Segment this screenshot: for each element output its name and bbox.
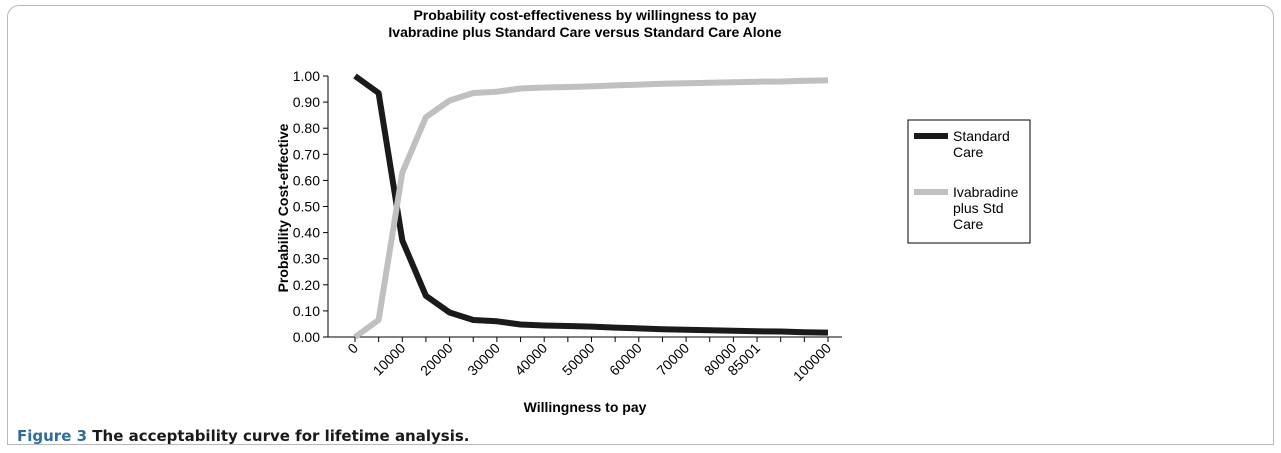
figure-caption-text: The acceptability curve for lifetime ana… [92, 427, 470, 445]
figure-frame [7, 5, 1274, 445]
chart-title-line: Ivabradine plus Standard Care versus Sta… [388, 24, 781, 40]
series-line-standard-care [353, 73, 829, 336]
y-tick-label: 0.10 [293, 303, 320, 319]
y-tick-label: 0.70 [293, 146, 320, 162]
x-tick-label: 20000 [417, 340, 456, 379]
x-tick-label: 0 [344, 340, 361, 357]
x-axis-title: Willingness to pay [524, 399, 647, 415]
x-tick-label: 70000 [653, 340, 692, 379]
legend-label-standard-care: Care [953, 144, 984, 160]
legend-label-standard-care: Standard [953, 128, 1010, 144]
y-tick-label: 0.80 [293, 120, 320, 136]
x-tick-label: 60000 [606, 340, 645, 379]
y-tick-label: 0.40 [293, 225, 320, 241]
x-tick-label: 100000 [790, 340, 834, 384]
x-tick-label: 30000 [464, 340, 503, 379]
y-tick-label: 0.60 [293, 172, 320, 188]
y-tick-label: 0.20 [293, 277, 320, 293]
legend-label-ivabradine-plus-std-care: Care [953, 216, 984, 232]
y-axis-title: Probability Cost-effective [275, 123, 291, 292]
acceptability-chart: Probability cost-effectiveness by willin… [275, 7, 1031, 415]
figure-caption: Figure 3 The acceptability curve for lif… [17, 427, 469, 445]
figure-label: Figure 3 [17, 427, 88, 445]
chart-title-line: Probability cost-effectiveness by willin… [413, 7, 756, 23]
series-line-ivabradine-plus-std-care [353, 77, 829, 340]
x-tick-label: 10000 [370, 340, 409, 379]
y-tick-label: 0.50 [293, 199, 320, 215]
legend-label-ivabradine-plus-std-care: plus Std [953, 200, 1004, 216]
legend-box [907, 119, 1031, 244]
x-tick-label: 50000 [559, 340, 598, 379]
y-tick-label: 0.00 [293, 329, 320, 345]
y-tick-label: 1.00 [293, 68, 320, 84]
x-tick-label: 40000 [511, 340, 550, 379]
legend-label-ivabradine-plus-std-care: Ivabradine [953, 184, 1019, 200]
y-tick-label: 0.90 [293, 94, 320, 110]
y-tick-label: 0.30 [293, 251, 320, 267]
